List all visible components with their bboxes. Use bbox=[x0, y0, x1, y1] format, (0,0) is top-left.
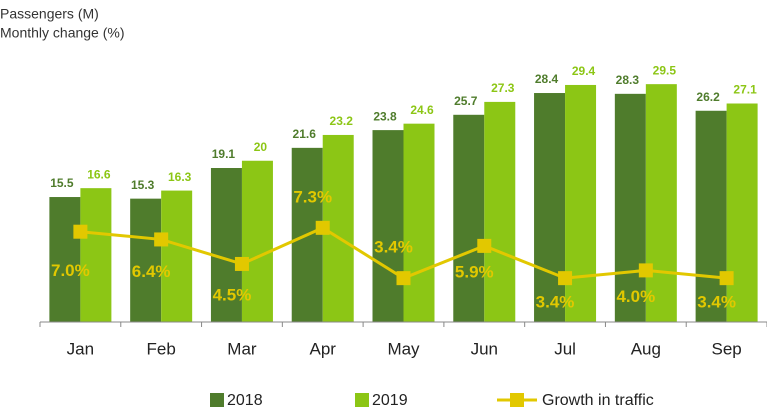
line-value-label: 3.4% bbox=[536, 293, 575, 312]
chart-subtitle: Monthly change (%) bbox=[0, 25, 125, 41]
line-marker bbox=[315, 220, 330, 235]
bar-value-label: 24.6 bbox=[410, 103, 434, 117]
bar bbox=[403, 123, 435, 322]
legend-swatch bbox=[210, 393, 224, 407]
legend-label: Growth in traffic bbox=[542, 392, 654, 409]
bar-value-label: 15.5 bbox=[50, 176, 74, 190]
bar-value-label: 29.4 bbox=[572, 64, 596, 78]
bar-value-label: 16.6 bbox=[87, 167, 111, 181]
line-value-label: 7.0% bbox=[51, 261, 90, 280]
bar bbox=[695, 110, 727, 322]
x-tick-label: Apr bbox=[309, 339, 336, 358]
bar bbox=[372, 130, 404, 322]
bar-value-label: 23.8 bbox=[373, 109, 397, 123]
legend-label: 2019 bbox=[372, 392, 408, 409]
x-tick-label: May bbox=[387, 339, 420, 358]
bar-value-label: 26.2 bbox=[696, 90, 720, 104]
x-tick-label: Jul bbox=[554, 339, 576, 358]
x-tick-label: Jan bbox=[67, 339, 94, 358]
legend-label: 2018 bbox=[227, 392, 263, 409]
bar bbox=[614, 93, 646, 322]
bar bbox=[130, 198, 162, 322]
bar-value-label: 28.4 bbox=[535, 72, 559, 86]
line-value-label: 4.5% bbox=[213, 285, 252, 304]
chart-title: Passengers (M) bbox=[0, 6, 99, 22]
line-value-label: 3.4% bbox=[697, 293, 736, 312]
x-tick-label: Mar bbox=[227, 339, 257, 358]
line-marker bbox=[73, 224, 88, 239]
line-marker bbox=[719, 271, 734, 286]
bar-value-label: 23.2 bbox=[330, 114, 354, 128]
bar-value-label: 20 bbox=[254, 140, 268, 154]
bar bbox=[241, 160, 273, 322]
x-tick-label: Feb bbox=[147, 339, 176, 358]
line-value-label: 3.4% bbox=[374, 238, 413, 257]
bar bbox=[565, 84, 597, 323]
line-marker bbox=[477, 238, 492, 253]
x-tick-label: Aug bbox=[631, 339, 661, 358]
bar bbox=[49, 197, 81, 322]
bar bbox=[645, 84, 677, 322]
bar-value-label: 27.1 bbox=[733, 83, 757, 97]
bar-value-label: 29.5 bbox=[653, 63, 677, 77]
line-marker bbox=[154, 232, 169, 247]
bar-value-label: 21.6 bbox=[293, 127, 317, 141]
bar bbox=[210, 168, 242, 322]
line-value-label: 5.9% bbox=[455, 262, 494, 281]
bar bbox=[80, 188, 112, 322]
bar-value-label: 28.3 bbox=[616, 73, 640, 87]
line-marker bbox=[558, 271, 573, 286]
legend-swatch bbox=[510, 393, 524, 407]
line-marker bbox=[638, 263, 653, 278]
bar-value-label: 16.3 bbox=[168, 170, 192, 184]
bar-value-label: 27.3 bbox=[491, 81, 515, 95]
x-tick-label: Jun bbox=[471, 339, 498, 358]
bar bbox=[161, 190, 193, 322]
line-value-label: 6.4% bbox=[132, 262, 171, 281]
line-value-label: 4.0% bbox=[616, 287, 655, 306]
bar bbox=[534, 93, 566, 323]
bar bbox=[484, 101, 516, 322]
line-marker bbox=[396, 271, 411, 286]
bar-value-label: 25.7 bbox=[454, 94, 478, 108]
line-marker bbox=[234, 256, 249, 271]
line-value-label: 7.3% bbox=[293, 187, 332, 206]
x-tick-label: Sep bbox=[711, 339, 741, 358]
bar bbox=[726, 103, 758, 322]
bar-value-label: 15.3 bbox=[131, 178, 155, 192]
legend-swatch bbox=[355, 393, 369, 407]
bar-value-label: 19.1 bbox=[212, 147, 236, 161]
bar bbox=[453, 114, 485, 322]
